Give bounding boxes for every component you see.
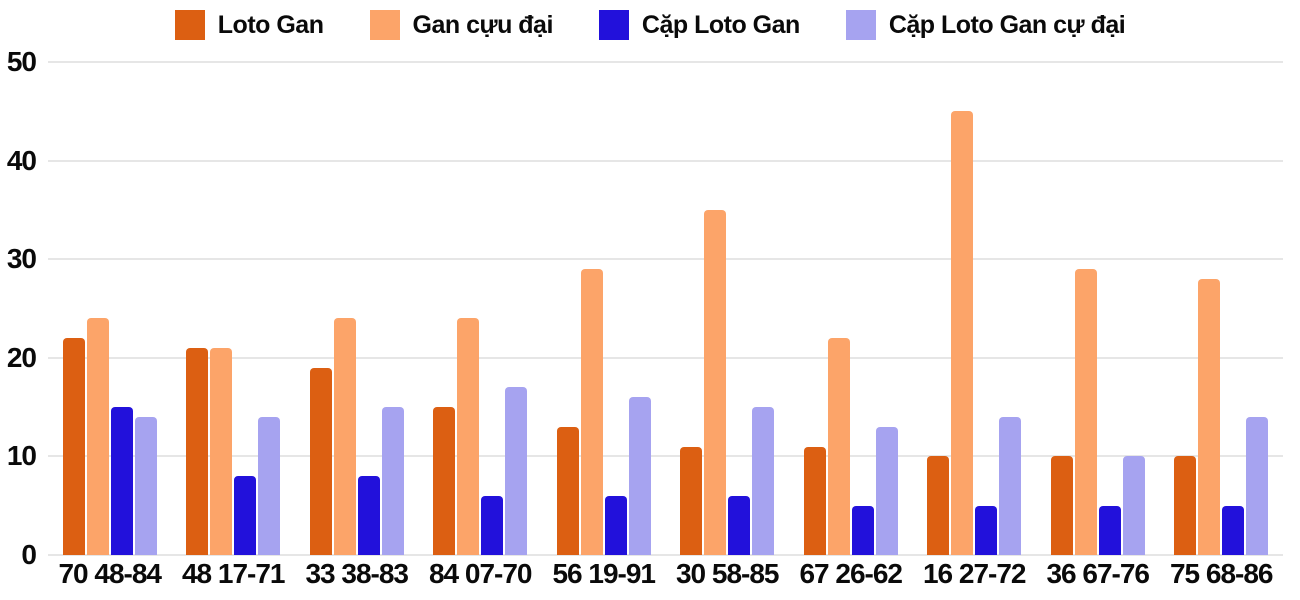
bar-group-33-38-83 bbox=[295, 62, 419, 555]
x-axis-label-30-58-85: 30 58-85 bbox=[675, 558, 780, 589]
bar-cặp-loto-gan-36-67-76[interactable] bbox=[1098, 505, 1121, 555]
y-axis-tick-10: 10 bbox=[6, 440, 37, 472]
y-axis-tick-40: 40 bbox=[6, 144, 37, 176]
bar-cặp-loto-gan-84-07-70[interactable] bbox=[481, 495, 504, 555]
bar-cặp-loto-gan-cự-đại-67-26-62[interactable] bbox=[875, 426, 898, 555]
gridline-20 bbox=[48, 356, 1283, 359]
gridline-10 bbox=[48, 455, 1283, 458]
legend-item-loto-gan[interactable]: Loto Gan bbox=[174, 10, 324, 40]
y-axis-tick-50: 50 bbox=[6, 46, 37, 77]
bar-loto-gan-75-68-86[interactable] bbox=[1174, 456, 1197, 555]
y-axis: 0 10 20 30 40 50 bbox=[0, 46, 40, 570]
bar-gan-cựu-đại-30-58-85[interactable] bbox=[704, 209, 727, 555]
bar-cặp-loto-gan-cự-đại-75-68-86[interactable] bbox=[1246, 416, 1269, 555]
legend-label: Loto Gan bbox=[217, 10, 324, 39]
legend-item-cặp-loto-gan-cự-đại[interactable]: Cặp Loto Gan cự đại bbox=[845, 10, 1126, 40]
bar-gan-cựu-đại-48-17-71[interactable] bbox=[210, 347, 233, 555]
legend-swatch-icon bbox=[598, 10, 629, 40]
y-axis-tick-0: 0 bbox=[21, 539, 37, 570]
bar-gan-cựu-đại-84-07-70[interactable] bbox=[457, 318, 480, 555]
bar-cặp-loto-gan-70-48-84[interactable] bbox=[110, 407, 133, 555]
legend-swatch-icon bbox=[369, 10, 400, 40]
bar-gan-cựu-đại-75-68-86[interactable] bbox=[1198, 278, 1221, 555]
bar-cặp-loto-gan-cự-đại-36-67-76[interactable] bbox=[1122, 456, 1145, 555]
x-axis-label-75-68-86: 75 68-86 bbox=[1169, 558, 1274, 589]
bar-loto-gan-84-07-70[interactable] bbox=[433, 407, 456, 555]
y-axis-tick-20: 20 bbox=[6, 341, 37, 373]
bar-group-48-17-71 bbox=[172, 62, 296, 555]
y-axis-tick-30: 30 bbox=[6, 243, 37, 275]
legend-label: Cặp Loto Gan cự đại bbox=[888, 10, 1126, 39]
bar-cặp-loto-gan-cự-đại-30-58-85[interactable] bbox=[752, 407, 775, 555]
bar-loto-gan-30-58-85[interactable] bbox=[680, 446, 703, 555]
bar-group-56-19-91 bbox=[542, 62, 666, 555]
bar-loto-gan-70-48-84[interactable] bbox=[62, 338, 85, 555]
legend-swatch-icon bbox=[845, 10, 876, 40]
x-axis-label-36-67-76: 36 67-76 bbox=[1046, 558, 1150, 589]
legend-swatch-icon bbox=[174, 10, 205, 40]
gridline-50 bbox=[48, 61, 1283, 63]
bar-gan-cựu-đại-16-27-72[interactable] bbox=[951, 111, 974, 555]
bar-cặp-loto-gan-cự-đại-56-19-91[interactable] bbox=[628, 397, 651, 555]
bar-group-30-58-85 bbox=[666, 62, 790, 555]
bar-cặp-loto-gan-67-26-62[interactable] bbox=[851, 505, 874, 555]
bar-cặp-loto-gan-16-27-72[interactable] bbox=[975, 505, 998, 555]
bar-cặp-loto-gan-56-19-91[interactable] bbox=[604, 495, 627, 555]
legend-item-gan-cựu-đại[interactable]: Gan cựu đại bbox=[369, 10, 554, 40]
bar-loto-gan-33-38-83[interactable] bbox=[309, 367, 332, 555]
x-axis-label-56-19-91: 56 19-91 bbox=[552, 558, 656, 589]
bar-group-70-48-84 bbox=[48, 62, 172, 555]
bar-cặp-loto-gan-cự-đại-33-38-83[interactable] bbox=[381, 407, 404, 555]
x-axis-label-48-17-71: 48 17-71 bbox=[181, 558, 286, 589]
x-axis-label-84-07-70: 84 07-70 bbox=[428, 558, 533, 589]
bar-gan-cựu-đại-67-26-62[interactable] bbox=[827, 338, 850, 555]
chart-legend: Loto Gan Gan cựu đại Cặp Loto Gan Cặp Loto … bbox=[0, 10, 1300, 40]
legend-label: Gan cựu đại bbox=[412, 10, 554, 39]
bar-group-67-26-62 bbox=[789, 62, 913, 555]
bar-group-36-67-76 bbox=[1036, 62, 1160, 555]
x-axis-label-33-38-83: 33 38-83 bbox=[305, 558, 409, 589]
bar-group-16-27-72 bbox=[913, 62, 1037, 555]
bar-gan-cựu-đại-56-19-91[interactable] bbox=[580, 269, 603, 555]
bar-group-84-07-70 bbox=[419, 62, 543, 555]
gridline-0 bbox=[48, 554, 1283, 556]
bar-cặp-loto-gan-cự-đại-16-27-72[interactable] bbox=[999, 416, 1022, 555]
bar-loto-gan-48-17-71[interactable] bbox=[186, 347, 209, 555]
bar-loto-gan-67-26-62[interactable] bbox=[803, 446, 826, 555]
bar-cặp-loto-gan-cự-đại-48-17-71[interactable] bbox=[258, 416, 281, 555]
gridline-40 bbox=[48, 159, 1283, 162]
bar-cặp-loto-gan-75-68-86[interactable] bbox=[1222, 505, 1245, 555]
x-axis-label-67-26-62: 67 26-62 bbox=[799, 558, 903, 589]
bar-cặp-loto-gan-cự-đại-70-48-84[interactable] bbox=[134, 416, 157, 555]
bar-cặp-loto-gan-33-38-83[interactable] bbox=[357, 476, 380, 555]
x-axis-label-70-48-84: 70 48-84 bbox=[58, 558, 162, 589]
legend-label: Cặp Loto Gan bbox=[641, 10, 800, 39]
x-axis: 70 48-84 48 17-71 33 38-83 84 07-70 56 19-91… bbox=[48, 558, 1283, 590]
bar-gan-cựu-đại-70-48-84[interactable] bbox=[86, 318, 109, 555]
x-axis-label-16-27-72: 16 27-72 bbox=[922, 558, 1027, 589]
bar-cặp-loto-gan-cự-đại-84-07-70[interactable] bbox=[505, 387, 528, 555]
bar-gan-cựu-đại-33-38-83[interactable] bbox=[333, 318, 356, 555]
bar-loto-gan-16-27-72[interactable] bbox=[927, 456, 950, 555]
bar-groups bbox=[48, 62, 1283, 555]
bar-cặp-loto-gan-48-17-71[interactable] bbox=[234, 476, 257, 555]
bar-cặp-loto-gan-30-58-85[interactable] bbox=[728, 495, 751, 555]
bar-loto-gan-36-67-76[interactable] bbox=[1050, 456, 1073, 555]
bar-gan-cựu-đại-36-67-76[interactable] bbox=[1074, 269, 1097, 555]
gridline-30 bbox=[48, 258, 1283, 261]
plot-area bbox=[48, 61, 1283, 556]
bar-group-75-68-86 bbox=[1160, 62, 1284, 555]
bar-loto-gan-56-19-91[interactable] bbox=[556, 426, 579, 555]
legend-item-cặp-loto-gan[interactable]: Cặp Loto Gan bbox=[598, 10, 800, 40]
